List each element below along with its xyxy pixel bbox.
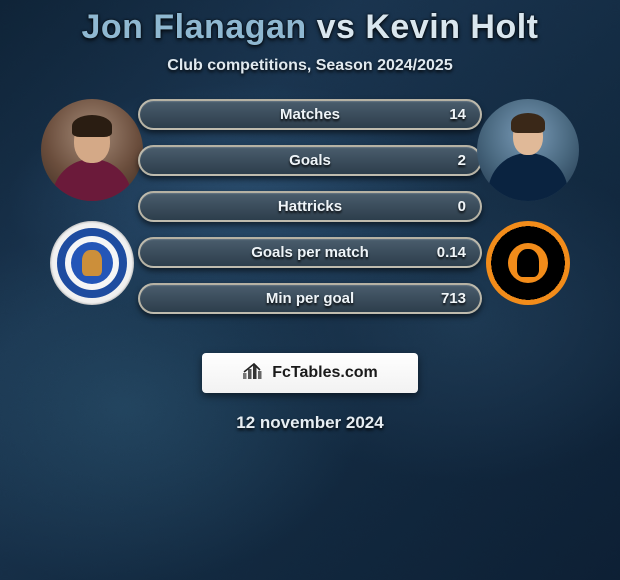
subtitle: Club competitions, Season 2024/2025 — [0, 57, 620, 75]
stat-row-hattricks: Hattricks 0 — [138, 191, 482, 222]
bar-chart-icon — [242, 361, 266, 386]
comparison-body: Matches 14 Goals 2 Hattricks 0 Goals per… — [0, 97, 620, 327]
branding-badge[interactable]: FcTables.com — [202, 353, 418, 393]
stat-row-matches: Matches 14 — [138, 99, 482, 130]
stat-label: Hattricks — [140, 198, 480, 215]
branding-text: FcTables.com — [272, 364, 378, 382]
page-title: Jon Flanagan vs Kevin Holt — [0, 8, 620, 47]
stat-label: Matches — [140, 106, 480, 123]
player2-club-badge — [486, 221, 570, 305]
stat-right-value: 14 — [435, 106, 480, 123]
title-player2: Kevin Holt — [365, 8, 538, 46]
stat-label: Goals — [140, 152, 480, 169]
date-label: 12 november 2024 — [0, 413, 620, 433]
stat-right-value: 0 — [440, 198, 480, 215]
player1-avatar — [41, 99, 143, 201]
stat-right-value: 713 — [427, 290, 480, 307]
stat-row-goals-per-match: Goals per match 0.14 — [138, 237, 482, 268]
stats-list: Matches 14 Goals 2 Hattricks 0 Goals per… — [138, 97, 482, 314]
player1-club-badge — [50, 221, 134, 305]
stat-row-min-per-goal: Min per goal 713 — [138, 283, 482, 314]
title-vs: vs — [317, 8, 356, 46]
stat-row-goals: Goals 2 — [138, 145, 482, 176]
player2-avatar — [477, 99, 579, 201]
player1-column — [38, 97, 146, 305]
player2-column — [474, 97, 582, 305]
stat-right-value: 2 — [440, 152, 480, 169]
comparison-card: Jon Flanagan vs Kevin Holt Club competit… — [0, 0, 620, 580]
stat-right-value: 0.14 — [423, 244, 480, 261]
title-player1: Jon Flanagan — [82, 8, 307, 46]
